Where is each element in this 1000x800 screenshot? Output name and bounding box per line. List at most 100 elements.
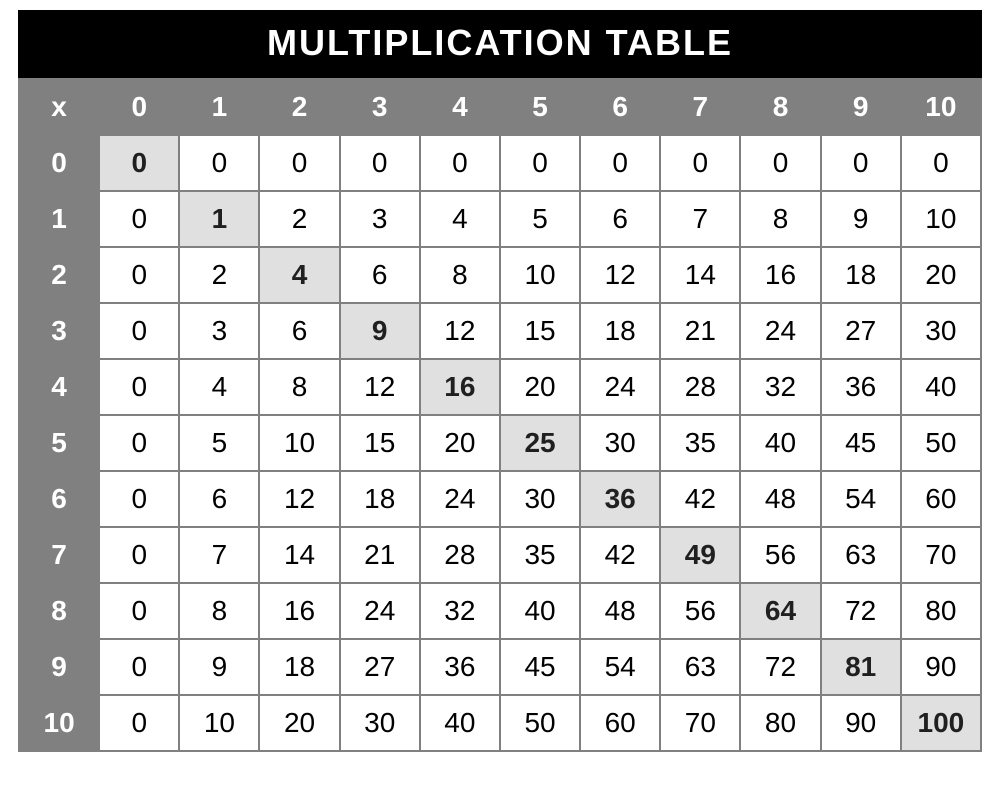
table-cell: 8 — [179, 583, 259, 639]
table-cell: 3 — [340, 191, 420, 247]
table-cell: 18 — [821, 247, 901, 303]
col-header: 5 — [500, 79, 580, 135]
table-cell: 16 — [420, 359, 500, 415]
table-cell: 0 — [420, 135, 500, 191]
table-cell: 8 — [420, 247, 500, 303]
table-cell: 0 — [580, 135, 660, 191]
table-cell: 45 — [500, 639, 580, 695]
row-header: 3 — [19, 303, 99, 359]
table-cell: 10 — [500, 247, 580, 303]
table-cell: 0 — [99, 359, 179, 415]
table-cell: 12 — [340, 359, 420, 415]
table-cell: 60 — [901, 471, 981, 527]
table-cell: 9 — [821, 191, 901, 247]
table-cell: 21 — [340, 527, 420, 583]
table-cell: 20 — [500, 359, 580, 415]
row-header: 1 — [19, 191, 99, 247]
table-cell: 21 — [660, 303, 740, 359]
table-cell: 14 — [660, 247, 740, 303]
table-cell: 49 — [660, 527, 740, 583]
table-cell: 56 — [740, 527, 820, 583]
table-cell: 5 — [500, 191, 580, 247]
table-cell: 5 — [179, 415, 259, 471]
multiplication-table-container: MULTIPLICATION TABLE x012345678910000000… — [0, 0, 1000, 762]
table-cell: 64 — [740, 583, 820, 639]
table-cell: 20 — [901, 247, 981, 303]
table-cell: 35 — [500, 527, 580, 583]
table-cell: 9 — [179, 639, 259, 695]
table-cell: 8 — [740, 191, 820, 247]
table-cell: 20 — [420, 415, 500, 471]
table-cell: 63 — [660, 639, 740, 695]
table-cell: 18 — [580, 303, 660, 359]
table-cell: 72 — [740, 639, 820, 695]
table-cell: 72 — [821, 583, 901, 639]
table-cell: 30 — [500, 471, 580, 527]
table-cell: 42 — [660, 471, 740, 527]
table-cell: 12 — [420, 303, 500, 359]
col-header: 10 — [901, 79, 981, 135]
table-cell: 48 — [740, 471, 820, 527]
table-cell: 6 — [580, 191, 660, 247]
table-cell: 6 — [259, 303, 339, 359]
col-header: 3 — [340, 79, 420, 135]
col-header: 1 — [179, 79, 259, 135]
table-cell: 80 — [740, 695, 820, 751]
table-cell: 2 — [179, 247, 259, 303]
table-cell: 0 — [99, 639, 179, 695]
table-cell: 4 — [179, 359, 259, 415]
table-cell: 24 — [340, 583, 420, 639]
table-cell: 7 — [660, 191, 740, 247]
table-cell: 18 — [259, 639, 339, 695]
table-cell: 24 — [740, 303, 820, 359]
table-cell: 40 — [740, 415, 820, 471]
table-cell: 10 — [179, 695, 259, 751]
row-header: 7 — [19, 527, 99, 583]
table-cell: 35 — [660, 415, 740, 471]
table-cell: 0 — [99, 583, 179, 639]
table-cell: 40 — [420, 695, 500, 751]
table-cell: 48 — [580, 583, 660, 639]
table-cell: 10 — [901, 191, 981, 247]
table-cell: 0 — [259, 135, 339, 191]
table-cell: 40 — [500, 583, 580, 639]
row-header: 8 — [19, 583, 99, 639]
table-cell: 0 — [99, 247, 179, 303]
table-cell: 18 — [340, 471, 420, 527]
table-cell: 54 — [821, 471, 901, 527]
col-header: 2 — [259, 79, 339, 135]
table-cell: 0 — [99, 191, 179, 247]
row-header: 2 — [19, 247, 99, 303]
table-cell: 15 — [500, 303, 580, 359]
row-header: 4 — [19, 359, 99, 415]
table-cell: 0 — [740, 135, 820, 191]
table-cell: 30 — [580, 415, 660, 471]
table-cell: 2 — [259, 191, 339, 247]
table-cell: 10 — [259, 415, 339, 471]
table-cell: 27 — [340, 639, 420, 695]
table-cell: 0 — [99, 303, 179, 359]
table-cell: 28 — [420, 527, 500, 583]
table-cell: 15 — [340, 415, 420, 471]
col-header: 9 — [821, 79, 901, 135]
table-cell: 8 — [259, 359, 339, 415]
table-cell: 6 — [179, 471, 259, 527]
table-cell: 32 — [740, 359, 820, 415]
row-header: 5 — [19, 415, 99, 471]
table-cell: 81 — [821, 639, 901, 695]
table-cell: 40 — [901, 359, 981, 415]
table-cell: 27 — [821, 303, 901, 359]
table-cell: 60 — [580, 695, 660, 751]
table-cell: 0 — [901, 135, 981, 191]
table-cell: 4 — [420, 191, 500, 247]
table-cell: 12 — [259, 471, 339, 527]
table-cell: 32 — [420, 583, 500, 639]
table-cell: 1 — [179, 191, 259, 247]
table-cell: 9 — [340, 303, 420, 359]
table-cell: 0 — [500, 135, 580, 191]
corner-header: x — [19, 79, 99, 135]
table-cell: 36 — [821, 359, 901, 415]
table-cell: 0 — [179, 135, 259, 191]
table-cell: 3 — [179, 303, 259, 359]
table-cell: 50 — [901, 415, 981, 471]
